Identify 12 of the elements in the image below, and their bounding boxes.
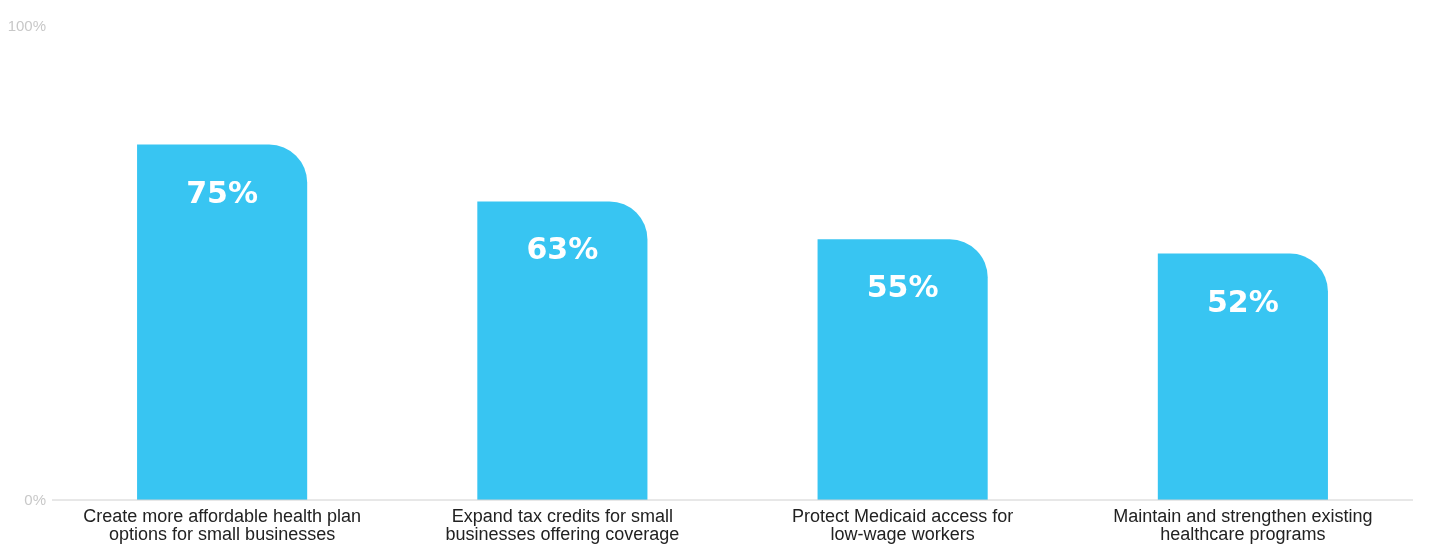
bar (137, 144, 308, 500)
data-label: 52% (1206, 283, 1279, 319)
data-label: 55% (866, 269, 939, 305)
x-tick-label: Expand tax credits for small businesses offering coverage (445, 506, 680, 544)
data-label: 63% (526, 231, 599, 267)
x-tick-label: Create more affordable health plan options for small businesses (83, 506, 362, 544)
bar (1157, 253, 1328, 500)
bar (817, 239, 988, 500)
bar (477, 201, 648, 500)
x-tick-label: Maintain and strengthen existing healthcare programs (1113, 506, 1373, 544)
x-tick-label: Protect Medicaid access for low-wage workers (792, 506, 1014, 544)
data-label: 75% (186, 174, 259, 210)
